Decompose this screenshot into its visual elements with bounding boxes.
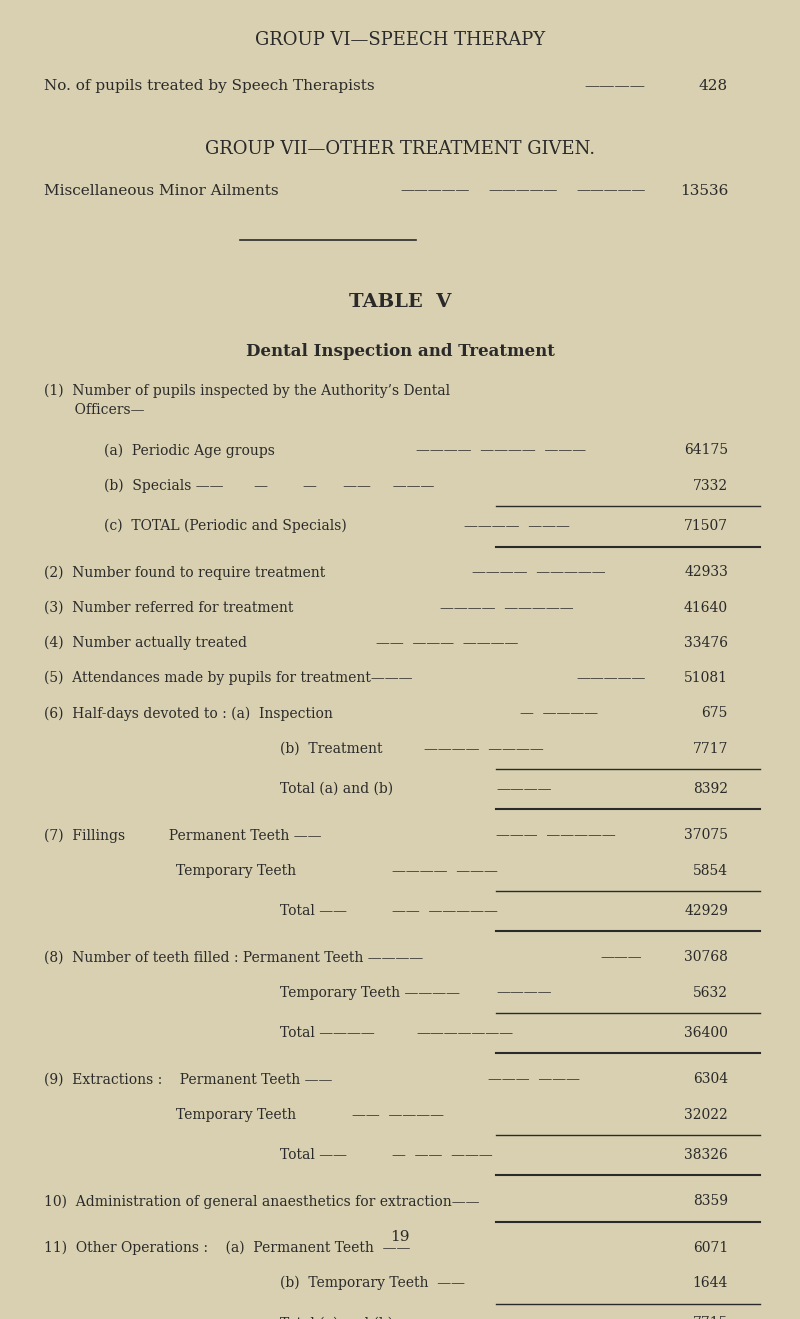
Text: 37075: 37075 [684,828,728,843]
Text: —————: ————— [488,183,558,198]
Text: 30768: 30768 [684,950,728,964]
Text: (3)  Number referred for treatment: (3) Number referred for treatment [44,600,294,615]
Text: 8359: 8359 [693,1194,728,1208]
Text: ————: ———— [496,985,551,1000]
Text: (2)  Number found to require treatment: (2) Number found to require treatment [44,566,326,580]
Text: ————  —————: ———— ————— [440,600,574,615]
Text: Temporary Teeth: Temporary Teeth [176,1108,296,1121]
Text: (c)  TOTAL (Periodic and Specials): (c) TOTAL (Periodic and Specials) [104,518,346,533]
Text: 675: 675 [702,706,728,720]
Text: ——  ———  ————: —— ——— ———— [376,636,518,650]
Text: 42929: 42929 [684,904,728,918]
Text: ————  ————  ———: ———— ———— ——— [416,443,586,458]
Text: 10)  Administration of general anaesthetics for extraction——: 10) Administration of general anaestheti… [44,1194,479,1208]
Text: ——  ————: —— ———— [352,1108,444,1121]
Text: (b)  Treatment: (b) Treatment [280,741,382,756]
Text: —  ——  ———: — —— ——— [392,1148,493,1162]
Text: 41640: 41640 [684,600,728,615]
Text: (9)  Extractions :    Permanent Teeth ——: (9) Extractions : Permanent Teeth —— [44,1072,332,1087]
Text: ———————: ——————— [416,1026,513,1039]
Text: ————  ———: ———— ——— [392,864,498,877]
Text: 6304: 6304 [693,1072,728,1087]
Text: —————: ————— [400,183,470,198]
Text: 13536: 13536 [680,183,728,198]
Text: (b)  Temporary Teeth  ——: (b) Temporary Teeth —— [280,1275,465,1290]
Text: (6)  Half-days devoted to : (a)  Inspection: (6) Half-days devoted to : (a) Inspectio… [44,706,333,720]
Text: ————  ————: ———— ———— [424,741,544,756]
Text: 7717: 7717 [693,741,728,756]
Text: ————  —————: ———— ————— [472,566,606,579]
Text: 5632: 5632 [693,985,728,1000]
Text: GROUP VII—OTHER TREATMENT GIVEN.: GROUP VII—OTHER TREATMENT GIVEN. [205,140,595,157]
Text: ———  —————: ——— ————— [496,828,616,843]
Text: 33476: 33476 [684,636,728,650]
Text: Temporary Teeth: Temporary Teeth [176,864,296,877]
Text: 11)  Other Operations :    (a)  Permanent Teeth  ——: 11) Other Operations : (a) Permanent Tee… [44,1241,410,1256]
Text: 7332: 7332 [693,479,728,493]
Text: Total (a) and (b): Total (a) and (b) [280,1316,393,1319]
Text: No. of pupils treated by Speech Therapists: No. of pupils treated by Speech Therapis… [44,79,374,94]
Text: Temporary Teeth ————: Temporary Teeth ———— [280,985,460,1000]
Text: 32022: 32022 [684,1108,728,1121]
Text: Total ——: Total —— [280,1148,347,1162]
Text: 428: 428 [699,79,728,94]
Text: —————: ————— [576,183,646,198]
Text: ————: ———— [496,782,551,795]
Text: 6071: 6071 [693,1241,728,1254]
Text: (5)  Attendances made by pupils for treatment———: (5) Attendances made by pupils for treat… [44,671,413,686]
Text: ——: —— [448,1316,476,1319]
Text: ————: ———— [584,79,645,94]
Text: 51081: 51081 [684,671,728,685]
Text: 5854: 5854 [693,864,728,877]
Text: ———: ——— [600,950,642,964]
Text: 38326: 38326 [684,1148,728,1162]
Text: (7)  Fillings          Permanent Teeth ——: (7) Fillings Permanent Teeth —— [44,828,322,843]
Text: ——  —————: —— ————— [392,904,498,918]
Text: Dental Inspection and Treatment: Dental Inspection and Treatment [246,343,554,360]
Text: 7715: 7715 [693,1316,728,1319]
Text: 19: 19 [390,1231,410,1244]
Text: 42933: 42933 [684,566,728,579]
Text: Total ——: Total —— [280,904,347,918]
Text: 1644: 1644 [693,1275,728,1290]
Text: (4)  Number actually treated: (4) Number actually treated [44,636,247,650]
Text: (1)  Number of pupils inspected by the Authority’s Dental
       Officers—: (1) Number of pupils inspected by the Au… [44,384,450,418]
Text: Total ————: Total ———— [280,1026,374,1039]
Text: 71507: 71507 [684,518,728,533]
Text: —  ————: — ———— [520,706,598,720]
Text: Total (a) and (b): Total (a) and (b) [280,782,393,795]
Text: 36400: 36400 [684,1026,728,1039]
Text: 8392: 8392 [693,782,728,795]
Text: ————  ———: ———— ——— [464,518,570,533]
Text: Miscellaneous Minor Ailments: Miscellaneous Minor Ailments [44,183,278,198]
Text: —————: ————— [576,671,646,685]
Text: TABLE  V: TABLE V [349,293,451,311]
Text: (b)  Specials ——       —        —      ——     ———: (b) Specials —— — — —— ——— [104,479,434,493]
Text: (a)  Periodic Age groups: (a) Periodic Age groups [104,443,275,458]
Text: 64175: 64175 [684,443,728,458]
Text: ———  ———: ——— ——— [488,1072,580,1087]
Text: (8)  Number of teeth filled : Permanent Teeth ————: (8) Number of teeth filled : Permanent T… [44,950,423,964]
Text: GROUP VI—SPEECH THERAPY: GROUP VI—SPEECH THERAPY [255,32,545,49]
